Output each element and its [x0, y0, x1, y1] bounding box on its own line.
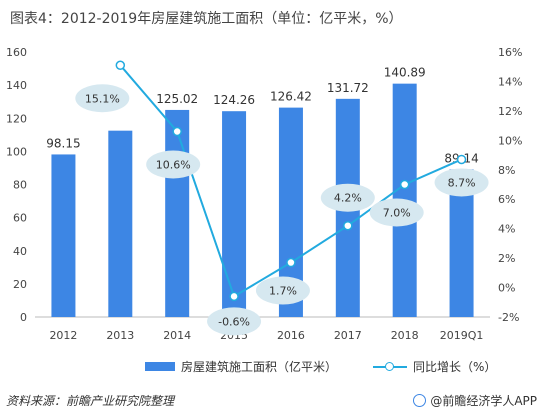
x-axis-tick-label: 2017 [334, 329, 362, 342]
bar-value-label: 124.26 [213, 93, 255, 107]
growth-point [456, 154, 467, 165]
right-axis-tick-label: 10% [498, 134, 522, 147]
bar [222, 111, 247, 318]
right-axis: -2% 0% 2% 4% 6% 8% 10% 12% 14% 16% [498, 46, 522, 324]
growth-line-series [115, 60, 467, 302]
legend-item-line: 同比增长（%） [373, 358, 496, 375]
x-axis: 2012 2013 2014 2015 2016 2017 2018 2019Q1 [35, 316, 490, 342]
x-axis-tick-label: 2013 [106, 329, 134, 342]
left-axis-tick-label: 120 [6, 112, 27, 125]
bar-value-label: 98.15 [46, 136, 80, 150]
left-axis-tick-label: 80 [13, 179, 27, 192]
bar-value-label: 131.72 [327, 81, 369, 95]
growth-value-label: 7.0% [383, 207, 411, 220]
right-axis-tick-label: 6% [498, 193, 515, 206]
growth-label-bubble [434, 168, 489, 197]
growth-label-bubble [369, 198, 424, 227]
line-marker-icon [373, 362, 408, 371]
growth-value-label: 8.7% [448, 176, 476, 189]
bar [51, 154, 76, 317]
bar-value-label: 126.42 [270, 90, 312, 104]
legend-line-label: 同比增长（%） [413, 360, 497, 374]
brand-text: @前瞻经济学人APP [430, 394, 537, 408]
right-axis-tick-label: 4% [498, 223, 515, 236]
bar-swatch-icon [145, 362, 175, 371]
growth-value-label: 15.1% [85, 92, 120, 105]
x-axis-tick-label: 2014 [163, 329, 191, 342]
x-axis-tick-label: 2019Q1 [440, 329, 484, 342]
right-axis-tick-label: -2% [498, 311, 519, 324]
left-axis-tick-label: 0 [20, 311, 27, 324]
bar-value-label: 125.02 [156, 92, 198, 106]
growth-value-label: 1.7% [269, 285, 297, 298]
growth-point [343, 220, 353, 231]
left-axis-tick-label: 100 [6, 145, 27, 158]
left-axis-tick-label: 140 [6, 79, 27, 92]
right-axis-tick-label: 2% [498, 252, 515, 265]
bar [165, 109, 190, 317]
growth-point [399, 179, 410, 190]
right-axis-tick-label: 14% [498, 75, 522, 88]
growth-label-bubble [255, 276, 310, 305]
chart-title: 图表4：2012-2019年房屋建筑施工面积（单位：亿平米，%） [10, 11, 403, 27]
bar-value-label: 140.89 [384, 66, 426, 80]
growth-point [229, 291, 239, 302]
source-note: 资料来源：前瞻产业研究院整理 [6, 394, 175, 408]
brand-mark: @前瞻经济学人APP [413, 392, 537, 409]
growth-label-bubble [207, 307, 262, 336]
growth-label-bubble [75, 84, 130, 113]
right-axis-tick-label: 8% [498, 164, 515, 177]
growth-label-bubble [320, 183, 375, 212]
left-axis-tick-label: 20 [13, 278, 27, 291]
growth-label-bubble [146, 150, 201, 179]
left-axis-tick-label: 160 [6, 46, 27, 59]
growth-point [286, 257, 296, 268]
growth-value-label: 10.6% [156, 159, 191, 172]
x-axis-tick-label: 2018 [391, 329, 419, 342]
legend-item-bars: 房屋建筑施工面积（亿平米） [145, 358, 337, 375]
legend: 房屋建筑施工面积（亿平米） 同比增长（%） [145, 358, 496, 375]
right-axis-tick-label: 0% [498, 282, 515, 295]
growth-value-label: 4.2% [334, 192, 362, 205]
left-axis-tick-label: 60 [13, 212, 27, 225]
x-axis-tick-label: 2012 [49, 329, 77, 342]
right-axis-tick-label: 12% [498, 105, 522, 118]
right-axis-tick-label: 16% [498, 46, 522, 59]
left-axis-tick-label: 40 [13, 245, 27, 258]
brand-logo-icon [413, 394, 427, 407]
bar [108, 130, 133, 317]
growth-point [115, 60, 126, 70]
growth-value-label: -0.6% [218, 315, 250, 328]
legend-bars-label: 房屋建筑施工面积（亿平米） [181, 360, 338, 374]
growth-value-labels: 15.1% 10.6% -0.6% 1.7% 4.2% 7.0% 8.7% [75, 84, 489, 336]
left-axis: 0 20 40 60 80 100 120 140 160 [6, 46, 27, 324]
x-axis-tick-label: 2016 [277, 329, 305, 342]
growth-point [172, 126, 182, 137]
